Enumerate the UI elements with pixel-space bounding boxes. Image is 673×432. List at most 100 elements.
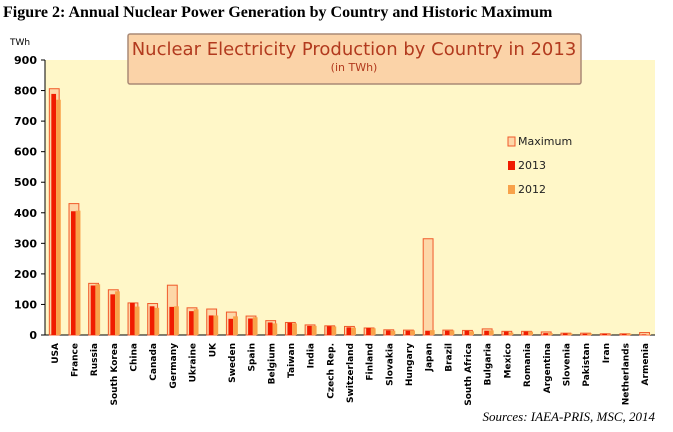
chart-title-box: Nuclear Electricity Production by Countr… (127, 33, 582, 85)
bar-2013 (503, 331, 509, 335)
legend-label: 2012 (518, 183, 546, 196)
bar-2012 (174, 306, 179, 335)
x-tick-label: Romania (523, 343, 533, 387)
bar-2013 (228, 318, 234, 335)
bar-2013 (149, 306, 155, 335)
bar-2013 (562, 333, 568, 335)
y-tick-label: 900 (14, 54, 37, 67)
x-tick-label: South Africa (464, 343, 474, 406)
bar-2012 (449, 330, 455, 335)
bar-2013 (267, 322, 273, 335)
y-tick-label: 800 (14, 85, 37, 98)
bar-2013 (484, 330, 489, 335)
x-tick-label: Argentina (543, 343, 553, 393)
x-tick-label: USA (51, 343, 61, 364)
bar-2012 (272, 323, 278, 335)
y-tick-label: 400 (14, 207, 37, 220)
bar-2013 (326, 326, 332, 335)
bar-2013 (405, 330, 411, 335)
bar-2012 (469, 331, 474, 335)
x-tick-label: Canada (149, 343, 159, 381)
chart-subtitle: (in TWh) (331, 61, 378, 74)
bar-2012 (331, 326, 337, 335)
bar-2013 (287, 322, 293, 335)
x-tick-label: Czech Rep. (326, 343, 336, 399)
bar-2012 (193, 309, 199, 335)
y-tick-label: 0 (29, 329, 37, 342)
bar-2013 (582, 333, 588, 335)
bar-2012 (134, 306, 140, 335)
bar-2012 (528, 331, 534, 335)
bar-2012 (547, 333, 553, 335)
y-tick-label: 100 (14, 298, 37, 311)
x-tick-label: Pakistan (582, 343, 592, 387)
bar-2013 (71, 211, 76, 335)
bar-2013 (51, 93, 57, 336)
bar-2013 (366, 327, 371, 335)
x-tick-label: Germany (169, 343, 179, 389)
legend: Maximum 2013 2012 (507, 135, 572, 196)
bar-2012 (508, 332, 514, 335)
x-tick-label: Iran (602, 343, 612, 363)
bar-2012 (95, 284, 101, 335)
bar-2013 (543, 333, 548, 335)
x-tick-label: Taiwan (287, 343, 297, 378)
y-tick-label: 600 (14, 146, 37, 159)
bar-2012 (115, 291, 120, 335)
bar-2012 (626, 333, 632, 335)
x-tick-label: India (307, 343, 317, 368)
bar-2012 (410, 330, 415, 335)
bar-2012 (351, 327, 356, 335)
chart-title-background (127, 33, 582, 85)
x-tick-label: Mexico (503, 343, 513, 378)
figure-caption: Figure 2: Annual Nuclear Power Generatio… (3, 4, 553, 21)
y-tick-label: 200 (14, 268, 37, 281)
x-tick-label: Spain (248, 343, 258, 372)
bar-2012 (233, 316, 238, 335)
bar-2013 (425, 330, 430, 335)
bar-2012 (390, 330, 396, 335)
bar-2013 (444, 330, 450, 335)
bar-2013 (346, 327, 352, 335)
bar-2013 (208, 315, 214, 335)
legend-label: Maximum (518, 135, 572, 148)
x-tick-label: Japan (425, 343, 435, 372)
bar-2013 (385, 330, 391, 335)
legend-swatch (508, 161, 515, 170)
plot-area (45, 60, 655, 335)
x-tick-label: Switzerland (346, 343, 356, 403)
bar-2012 (292, 323, 297, 335)
bar-2012 (75, 210, 81, 335)
x-tick-label: South Korea (110, 343, 120, 406)
bar-2012 (56, 99, 61, 335)
x-tick-label: Armenia (641, 343, 651, 385)
bar-2013 (130, 302, 135, 335)
bar-2012 (311, 325, 317, 335)
bar-maximum (422, 238, 434, 336)
bar-2013 (464, 330, 470, 335)
bar-2013 (523, 331, 529, 335)
y-tick-label: 300 (14, 237, 37, 250)
bar-2013 (602, 333, 608, 335)
y-axis-title: TWh (9, 38, 30, 48)
bar-2012 (488, 330, 494, 335)
x-tick-label: China (130, 343, 140, 372)
x-tick-label: Brazil (444, 343, 454, 372)
bar-2012 (154, 307, 160, 335)
bar-2013 (169, 306, 175, 335)
y-tick-label: 500 (14, 176, 37, 189)
x-tick-label: UK (208, 342, 218, 357)
bar-2012 (567, 333, 573, 335)
x-tick-label: France (71, 343, 81, 377)
bar-2012 (429, 330, 435, 335)
bar-2013 (307, 325, 312, 335)
legend-label: 2013 (518, 159, 546, 172)
chart-title: Nuclear Electricity Production by Countr… (132, 39, 577, 60)
source-note: Sources: IAEA-PRIS, MSC, 2014 (482, 409, 655, 424)
bar-2013 (641, 334, 647, 335)
bar-2012 (587, 333, 593, 335)
x-tick-label: Belgium (267, 343, 277, 384)
x-tick-label: Slovenia (562, 343, 572, 386)
bar-2012 (252, 317, 258, 335)
